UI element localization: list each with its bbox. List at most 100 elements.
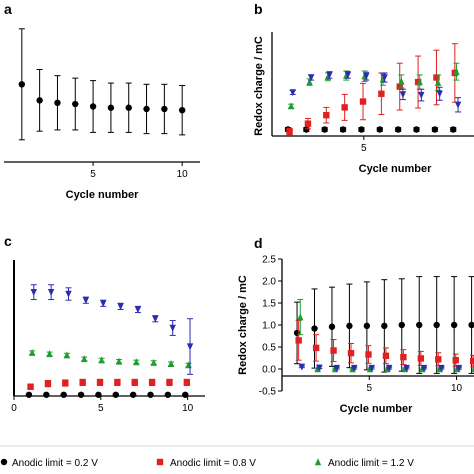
data-point [306, 78, 313, 86]
x-tick-label: 5 [90, 169, 96, 180]
data-point [368, 364, 375, 372]
data-point [98, 356, 105, 364]
data-point [365, 351, 372, 358]
x-tick-label: 5 [98, 403, 104, 414]
panel-d: d -0.5 0.0 0.5 1.0 1.5 2.0 2.5 5 10 Redox charg… [237, 235, 474, 415]
legend-items: Anodic limit = 0.2 V Anodic limit = 0.8 V… [0, 458, 414, 469]
data-point [287, 102, 295, 110]
data-point [125, 104, 132, 111]
data-point [396, 83, 403, 90]
data-point [27, 383, 34, 390]
panel-a-x-ticks: 5 10 [90, 162, 188, 180]
x-tick-label: 10 [182, 403, 194, 414]
data-point [89, 103, 97, 110]
data-point [115, 357, 123, 365]
data-point [347, 349, 355, 357]
x-tick-label: 0 [11, 403, 17, 414]
panel-d-marks [293, 276, 474, 374]
data-point [450, 321, 458, 329]
data-point [304, 120, 312, 127]
data-point [454, 101, 462, 109]
data-point [378, 90, 385, 97]
panel-d-x-label: Cycle number [340, 403, 413, 415]
data-point [167, 360, 175, 368]
data-point [60, 391, 67, 398]
panel-d-x-ticks: 5 10 [366, 376, 463, 394]
data-point [339, 126, 347, 133]
data-point [450, 126, 457, 133]
panel-b-y-label: Redox charge / mC [253, 36, 265, 136]
data-point [82, 296, 90, 304]
data-point [385, 364, 393, 372]
data-point [43, 391, 50, 398]
panel-a-label: a [4, 1, 12, 17]
y-tick-label: 1.0 [262, 321, 276, 332]
data-point [398, 77, 405, 85]
data-point [96, 379, 104, 386]
data-point [72, 100, 79, 108]
data-point [297, 313, 304, 321]
data-point [295, 337, 302, 344]
data-point [358, 126, 365, 133]
data-point [433, 74, 440, 81]
data-point [344, 71, 352, 79]
data-point [161, 105, 168, 113]
y-tick-label: 1.5 [262, 299, 276, 310]
panel-d-label: d [254, 235, 263, 251]
data-point [164, 391, 172, 398]
data-point [316, 364, 323, 372]
data-point [152, 315, 159, 323]
legend-item: Anodic limit = 1.2 V [314, 458, 414, 469]
data-point [79, 379, 86, 386]
data-point [143, 105, 150, 113]
data-point [321, 126, 328, 133]
y-tick-label: 0.0 [262, 365, 276, 376]
data-point [62, 379, 69, 387]
panel-c-marks [25, 284, 194, 398]
y-tick-label: 0.5 [262, 343, 276, 354]
data-point [420, 364, 428, 372]
data-point [363, 73, 370, 80]
panel-b-x-ticks: 5 [361, 136, 367, 154]
data-point [185, 361, 192, 369]
panel-c: c 0 5 10 [4, 233, 205, 414]
x-tick-label: 10 [451, 383, 463, 394]
data-point [330, 347, 337, 354]
data-point [150, 358, 157, 366]
data-point [398, 321, 405, 329]
data-point [416, 321, 423, 329]
legend-label: Anodic limit = 0.2 V [12, 458, 98, 469]
data-point [323, 112, 330, 119]
data-point [36, 97, 43, 104]
data-point [351, 364, 358, 372]
x-tick-label: 5 [366, 383, 372, 394]
data-point [416, 78, 423, 86]
legend-label: Anodic limit = 1.2 V [328, 458, 414, 469]
data-point [394, 126, 402, 133]
data-point [54, 99, 61, 107]
y-tick-label: 2.5 [262, 255, 276, 266]
data-point [417, 355, 425, 362]
data-point [186, 343, 194, 351]
data-point [418, 91, 425, 99]
data-point [328, 323, 336, 330]
data-point [433, 321, 440, 329]
data-point [311, 325, 318, 332]
data-point [413, 126, 420, 133]
data-point [182, 391, 189, 398]
data-point [363, 322, 371, 330]
panel-b-x-label: Cycle number [359, 163, 432, 175]
data-point [438, 364, 445, 372]
data-point [28, 348, 36, 356]
data-point [178, 107, 186, 114]
legend-label: Anodic limit = 0.8 V [170, 458, 256, 469]
data-point [129, 391, 137, 398]
panel-d-y-ticks: -0.5 0.0 0.5 1.0 1.5 2.0 2.5 [259, 255, 282, 398]
data-point [435, 356, 442, 363]
data-point [44, 380, 52, 387]
data-point [114, 379, 121, 386]
panel-c-label: c [4, 233, 12, 249]
data-point [455, 364, 463, 372]
data-point [298, 363, 306, 371]
